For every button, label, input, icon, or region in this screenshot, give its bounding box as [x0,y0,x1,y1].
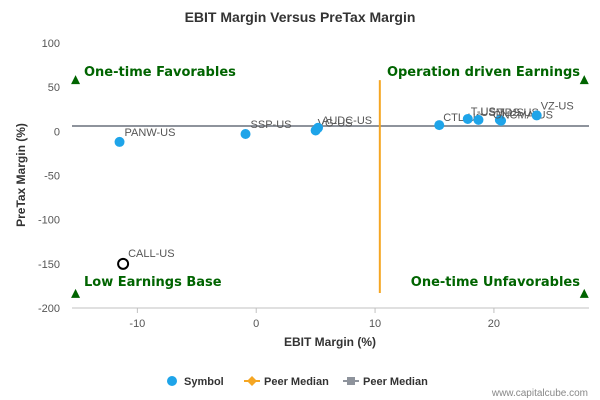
data-point-label: USM-US [480,107,523,119]
legend-square-icon [347,377,355,385]
data-point-label: CALL-US [128,248,174,260]
legend-label: Peer Median [264,376,329,388]
y-tick-label: 50 [48,82,60,94]
data-point-label: VG-US [318,117,353,129]
y-axis-ticks: 100 50 0 -50 -100 -150 -200 [38,38,60,315]
plot-background [72,43,589,308]
data-point-label: T-US [471,106,496,118]
x-tick-label: 20 [488,318,500,330]
chart-title: EBIT Margin Versus PreTax Margin [185,9,416,25]
quadrant-label-top-right: Operation driven Earnings [387,65,580,80]
legend-diamond-icon [247,376,257,386]
data-points: PANW-USCALL-USSSP-USVG-USAUDC-USCTL-UST-… [114,100,574,270]
y-axis-title: PreTax Margin (%) [14,123,28,227]
data-point-marker [462,113,473,124]
data-point-marker [313,122,324,133]
quadrant-markers [71,75,589,298]
legend-label: Peer Median [363,376,428,388]
quadrant-label-top-left: One-time Favorables [84,65,236,80]
data-point-marker [531,110,542,121]
y-tick-label: -150 [38,259,60,271]
quadrant-marker-top-right-icon [579,75,589,85]
y-tick-label: -50 [44,171,60,183]
legend-label: Symbol [184,376,224,388]
data-point-marker [473,114,484,125]
data-point-label: AUDC-US [322,115,372,127]
data-point-marker [434,120,445,131]
watermark: www.capitalcube.com [491,388,588,399]
data-point-marker [496,115,507,126]
data-point-label: VZ-US [541,100,574,112]
x-axis-title: EBIT Margin (%) [284,335,376,349]
x-axis-ticks: -10 0 10 20 [129,308,500,330]
quadrant-label-bottom-right: One-time Unfavorables [411,275,580,290]
quadrant-label-bottom-left: Low Earnings Base [84,275,222,290]
legend-symbol-icon [167,376,177,386]
median-lines [72,80,589,293]
y-tick-label: -200 [38,303,60,315]
data-point-marker [114,136,125,147]
quadrant-marker-top-left-icon [71,75,81,85]
quadrant-marker-bottom-right-icon [579,288,589,298]
data-point-marker [240,128,251,139]
x-tick-label: 0 [253,318,259,330]
x-tick-label: -10 [129,318,145,330]
legend: Symbol Peer Median Peer Median [167,376,428,388]
quadrant-marker-bottom-left-icon [71,288,81,298]
data-point-label: SSP-US [251,119,292,131]
data-point-marker [117,257,130,270]
x-tick-label: 10 [369,318,381,330]
y-tick-label: 100 [42,38,60,50]
plot-area [72,43,589,309]
y-tick-label: 0 [54,126,60,138]
data-point-label: TDS-US [498,107,539,119]
y-tick-label: -100 [38,215,60,227]
data-point-label: PANW-US [125,127,176,139]
